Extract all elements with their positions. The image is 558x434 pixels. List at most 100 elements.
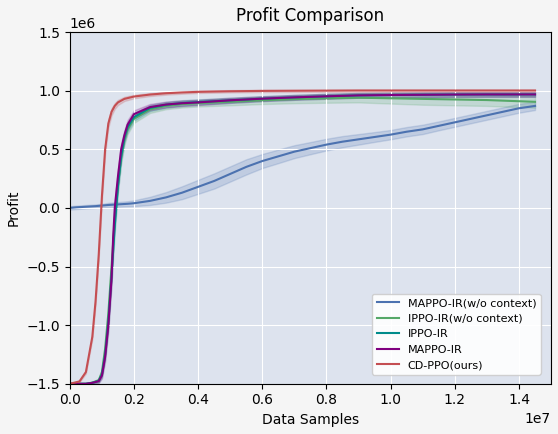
IPPO-IR (179, 100, 185, 105)
IPPO-IR(w/o context) (323, 95, 330, 101)
MAPPO-IR(w/o context) (227, 171, 234, 177)
MAPPO-IR (147, 105, 153, 110)
CD-PPO(ours) (76, 379, 83, 384)
MAPPO-IR (195, 100, 201, 105)
IPPO-IR(w/o context) (163, 103, 170, 108)
IPPO-IR(w/o context) (83, 381, 89, 386)
CD-PPO(ours) (108, 109, 115, 115)
MAPPO-IR (95, 378, 102, 384)
MAPPO-IR(w/o context) (131, 201, 137, 206)
IPPO-IR(w/o context) (131, 116, 137, 122)
MAPPO-IR (66, 381, 73, 386)
MAPPO-IR (114, 174, 121, 179)
CD-PPO(ours) (355, 88, 362, 93)
MAPPO-IR (387, 92, 394, 98)
IPPO-IR(w/o context) (124, 127, 131, 132)
IPPO-IR(w/o context) (179, 102, 185, 107)
CD-PPO(ours) (451, 88, 458, 93)
Line: IPPO-IR: IPPO-IR (70, 95, 535, 384)
IPPO-IR(w/o context) (121, 137, 128, 142)
MAPPO-IR (99, 373, 105, 378)
IPPO-IR (532, 92, 538, 97)
IPPO-IR (484, 92, 490, 97)
IPPO-IR (99, 372, 105, 377)
IPPO-IR (83, 381, 89, 386)
MAPPO-IR(w/o context) (532, 103, 538, 108)
MAPPO-IR (124, 122, 131, 127)
MAPPO-IR (121, 133, 128, 138)
Line: MAPPO-IR: MAPPO-IR (70, 95, 535, 384)
IPPO-IR(w/o context) (99, 369, 105, 375)
CD-PPO(ours) (420, 88, 426, 93)
MAPPO-IR (420, 92, 426, 97)
MAPPO-IR (516, 92, 522, 97)
MAPPO-IR(w/o context) (339, 139, 346, 144)
MAPPO-IR (291, 95, 298, 100)
IPPO-IR (131, 115, 137, 120)
IPPO-IR(w/o context) (355, 95, 362, 100)
MAPPO-IR(w/o context) (105, 202, 112, 207)
CD-PPO(ours) (66, 381, 73, 386)
CD-PPO(ours) (121, 96, 128, 102)
Legend: MAPPO-IR(w/o context), IPPO-IR(w/o context), IPPO-IR, MAPPO-IR, CD-PPO(ours): MAPPO-IR(w/o context), IPPO-IR(w/o conte… (372, 293, 541, 375)
CD-PPO(ours) (89, 334, 95, 339)
MAPPO-IR(w/o context) (163, 195, 170, 200)
MAPPO-IR(w/o context) (211, 178, 218, 184)
IPPO-IR(w/o context) (195, 101, 201, 106)
MAPPO-IR (110, 235, 117, 240)
CD-PPO(ours) (532, 88, 538, 93)
IPPO-IR (516, 92, 522, 97)
IPPO-IR (227, 98, 234, 103)
CD-PPO(ours) (114, 100, 121, 105)
CD-PPO(ours) (323, 88, 330, 93)
MAPPO-IR (355, 93, 362, 98)
CD-PPO(ours) (95, 252, 102, 257)
MAPPO-IR (89, 380, 95, 385)
IPPO-IR (114, 183, 121, 188)
IPPO-IR (387, 92, 394, 98)
IPPO-IR (89, 380, 95, 385)
IPPO-IR(w/o context) (66, 381, 73, 386)
IPPO-IR (112, 223, 118, 228)
MAPPO-IR (179, 101, 185, 106)
MAPPO-IR (259, 96, 266, 101)
IPPO-IR (355, 93, 362, 98)
MAPPO-IR (484, 92, 490, 97)
CD-PPO(ours) (99, 194, 105, 199)
MAPPO-IR (108, 276, 115, 281)
CD-PPO(ours) (147, 92, 153, 97)
CD-PPO(ours) (131, 94, 137, 99)
MAPPO-IR(w/o context) (99, 203, 105, 208)
MAPPO-IR(w/o context) (516, 105, 522, 111)
IPPO-IR (163, 102, 170, 107)
MAPPO-IR (83, 381, 89, 386)
MAPPO-IR(w/o context) (420, 127, 426, 132)
MAPPO-IR (112, 205, 118, 210)
IPPO-IR(w/o context) (95, 378, 102, 383)
MAPPO-IR(w/o context) (468, 116, 474, 122)
IPPO-IR (102, 352, 108, 357)
IPPO-IR(w/o context) (387, 95, 394, 101)
MAPPO-IR(w/o context) (355, 137, 362, 142)
CD-PPO(ours) (83, 369, 89, 375)
MAPPO-IR(w/o context) (307, 145, 314, 151)
IPPO-IR (147, 105, 153, 111)
IPPO-IR (259, 96, 266, 101)
MAPPO-IR(w/o context) (147, 198, 153, 204)
IPPO-IR(w/o context) (291, 96, 298, 102)
IPPO-IR (118, 154, 124, 159)
IPPO-IR(w/o context) (147, 107, 153, 112)
IPPO-IR (323, 94, 330, 99)
MAPPO-IR(w/o context) (124, 201, 131, 207)
MAPPO-IR (131, 112, 137, 117)
IPPO-IR (121, 135, 128, 140)
MAPPO-IR (105, 322, 112, 328)
MAPPO-IR(w/o context) (179, 190, 185, 195)
IPPO-IR(w/o context) (532, 99, 538, 105)
CD-PPO(ours) (112, 103, 118, 108)
MAPPO-IR(w/o context) (291, 149, 298, 154)
MAPPO-IR (227, 98, 234, 103)
MAPPO-IR(w/o context) (275, 154, 282, 159)
MAPPO-IR(w/o context) (451, 120, 458, 125)
MAPPO-IR (323, 94, 330, 99)
